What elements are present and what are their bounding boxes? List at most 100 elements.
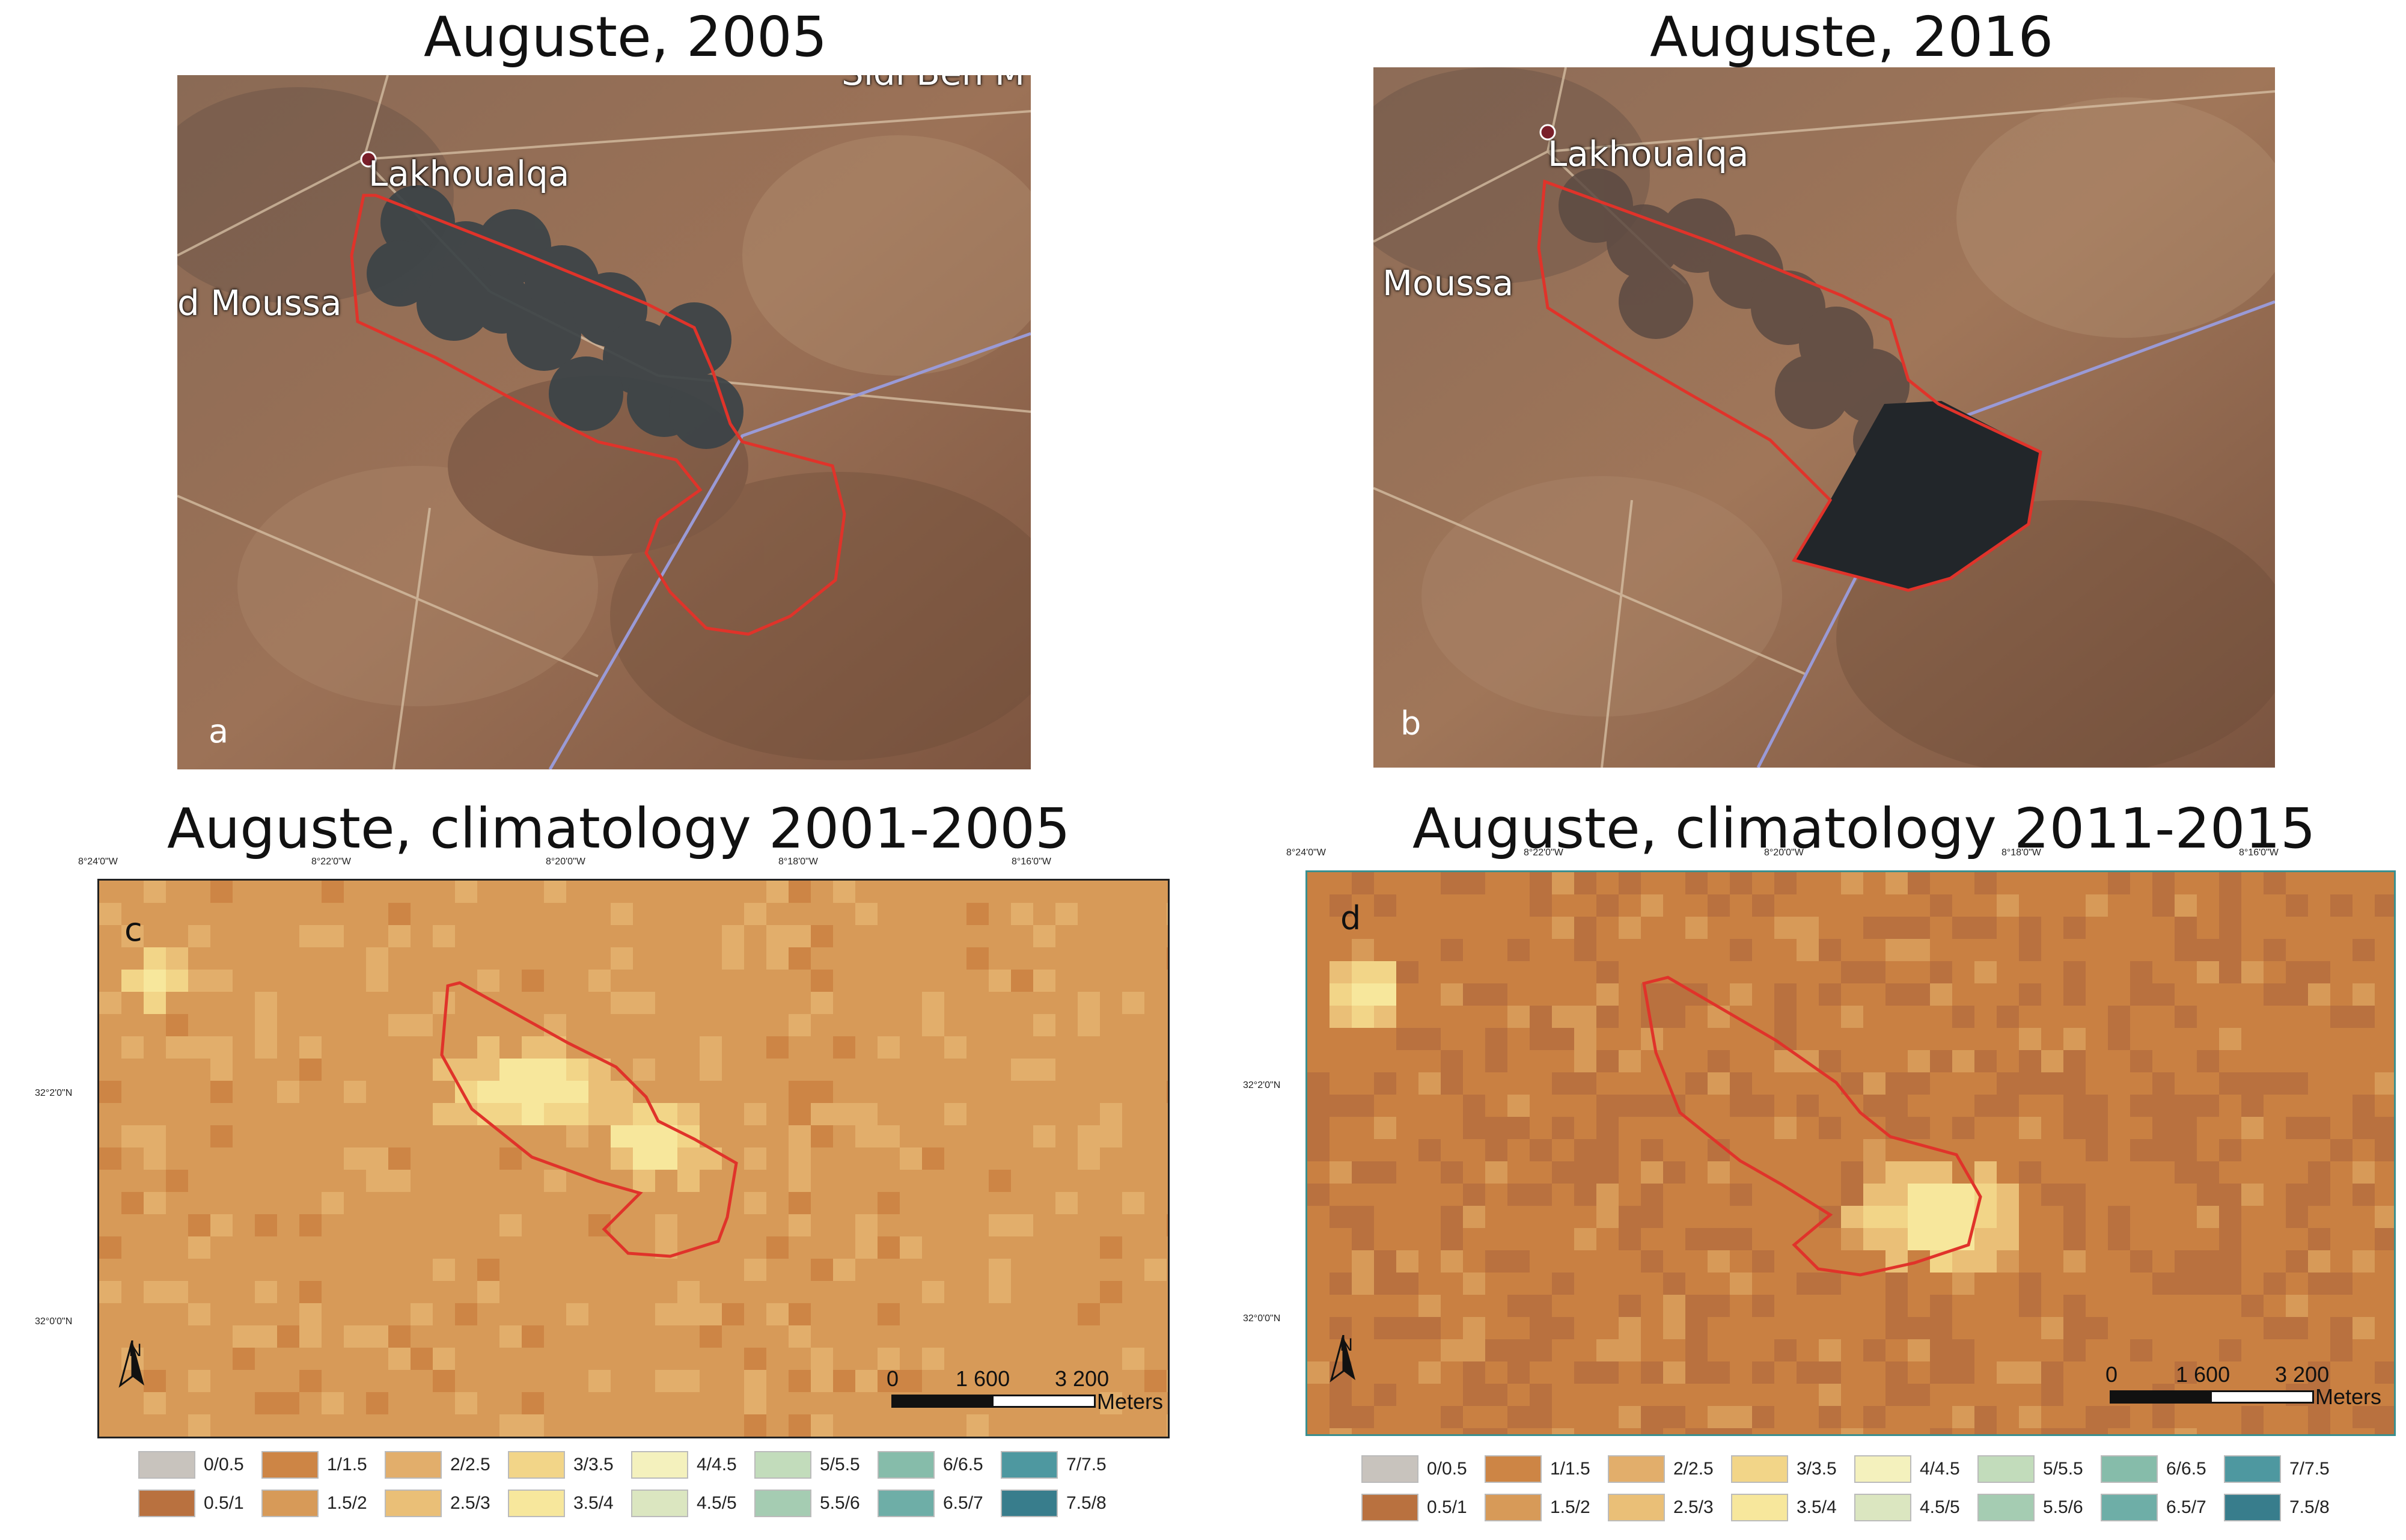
raster-cell <box>2375 1206 2394 1228</box>
raster-cell <box>2063 1206 2086 1228</box>
raster-cell <box>989 1214 1011 1236</box>
raster-cell <box>1730 1072 1752 1095</box>
raster-cell <box>1641 1139 1663 1161</box>
raster-cell <box>1952 1006 1974 1028</box>
raster-cell <box>2175 1428 2197 1434</box>
raster-cell <box>2308 983 2330 1006</box>
raster-cell <box>789 1147 811 1170</box>
raster-cell <box>1663 1273 1685 1295</box>
raster-cell <box>2330 1139 2353 1161</box>
raster-cell <box>166 1014 188 1036</box>
lat-tick: 32°2'0"N <box>35 1088 73 1098</box>
raster-cell <box>522 1325 544 1348</box>
raster-cell <box>1485 1339 1507 1361</box>
legend-swatch <box>1854 1494 1911 1521</box>
legend-swatch <box>878 1490 935 1517</box>
legend-item: 2.5/3 <box>1608 1494 1731 1521</box>
raster-cell <box>1730 1428 1752 1434</box>
legend-swatch <box>878 1451 935 1479</box>
raster-cell <box>1885 1228 1908 1250</box>
raster-cell <box>1774 1117 1797 1139</box>
legend-item: 3.5/4 <box>1731 1494 1854 1521</box>
raster-cell <box>2108 1228 2130 1250</box>
location-pin-icon <box>360 151 377 168</box>
raster-cell <box>522 970 544 992</box>
raster-cell <box>1418 1317 1441 1339</box>
raster-cell <box>1507 1250 1530 1273</box>
raster-cell <box>2219 1028 2241 1050</box>
raster-cell <box>611 903 633 925</box>
raster-cell <box>1574 1006 1596 1028</box>
raster-cell <box>855 1370 878 1392</box>
raster-cell <box>1552 872 1574 894</box>
raster-cell <box>1463 983 1485 1006</box>
raster-cell <box>2219 1339 2241 1361</box>
place-label-moussa: Moussa <box>1382 263 1514 304</box>
raster-cell <box>1619 1050 1641 1072</box>
raster-cell <box>900 1147 922 1170</box>
raster-cell <box>522 1103 544 1125</box>
lon-tick: 8°22'0"W <box>1524 848 1563 858</box>
raster-cell <box>700 1147 722 1170</box>
raster-cell <box>1708 1006 1730 1028</box>
raster-cell <box>1708 1428 1730 1434</box>
raster-cell <box>1863 1406 1885 1428</box>
raster-cell <box>499 1103 522 1125</box>
raster-cell <box>299 1370 322 1392</box>
raster-cell <box>989 1281 1011 1303</box>
raster-cell <box>744 1192 766 1214</box>
raster-cell <box>1033 970 1055 992</box>
raster-cell <box>388 903 411 925</box>
raster-cell <box>1485 1028 1507 1050</box>
raster-cell <box>277 1325 299 1348</box>
raster-cell <box>766 1036 789 1059</box>
raster-cell <box>433 1259 455 1281</box>
legend-item: 4.5/5 <box>1854 1494 1977 1521</box>
raster-cell <box>2264 1072 2286 1095</box>
raster-cell <box>1819 939 1841 961</box>
raster-cell <box>1463 1273 1485 1295</box>
raster-cell <box>2175 917 2197 939</box>
raster-cell <box>1997 1250 2019 1273</box>
raster-cell <box>811 1125 833 1147</box>
raster-cell <box>1685 1361 1708 1384</box>
raster-cell <box>1307 1184 1330 1206</box>
raster-cell <box>255 992 277 1014</box>
raster-cell <box>2375 1361 2394 1384</box>
raster-cell <box>1708 1161 1730 1184</box>
raster-cell <box>1574 1050 1596 1072</box>
raster-cell <box>1530 1317 1552 1339</box>
raster-cell <box>1078 1014 1100 1036</box>
raster-cell <box>2264 939 2286 961</box>
raster-cell <box>1374 1273 1396 1295</box>
raster-cell <box>811 992 833 1014</box>
raster-cell <box>1596 1339 1619 1361</box>
raster-cell <box>1908 1206 1930 1228</box>
raster-cell <box>789 1125 811 1147</box>
legend-swatch <box>508 1451 565 1479</box>
raster-cell <box>210 1059 233 1081</box>
raster-cell <box>99 1236 121 1259</box>
raster-cell <box>2286 1117 2308 1139</box>
raster-cell <box>2063 1428 2086 1434</box>
raster-cell <box>1307 1361 1330 1384</box>
raster-cell <box>1530 894 1552 917</box>
raster-cell <box>1033 1125 1055 1147</box>
raster-cell <box>388 1348 411 1370</box>
lat-tick: 32°0'0"N <box>35 1316 73 1327</box>
raster-cell <box>144 1281 166 1303</box>
raster-cell <box>1730 939 1752 961</box>
raster-cell <box>366 1325 388 1348</box>
raster-cell <box>1352 1006 1374 1028</box>
raster-cell <box>789 925 811 947</box>
raster-cell <box>477 1259 499 1281</box>
raster-cell <box>1997 1095 2019 1117</box>
raster-cell <box>433 925 455 947</box>
raster-cell <box>1752 1361 1774 1384</box>
raster-cell <box>1144 1370 1167 1392</box>
farm-boundary <box>440 981 738 1258</box>
raster-cell <box>1619 872 1641 894</box>
raster-cell <box>655 1214 677 1236</box>
panel-a-title: Auguste, 2005 <box>424 5 828 69</box>
raster-cell <box>1708 1050 1730 1072</box>
